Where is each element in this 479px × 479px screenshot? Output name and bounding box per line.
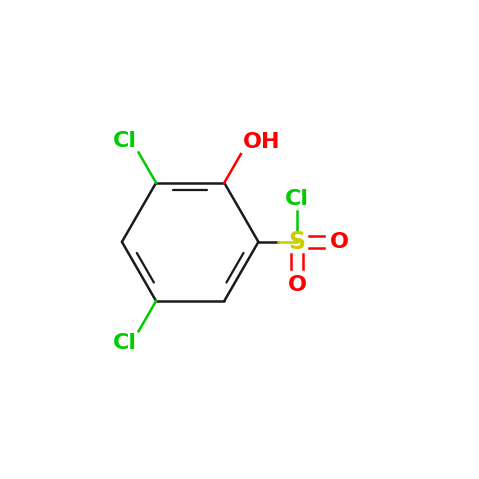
Text: Cl: Cl — [285, 189, 309, 209]
Text: O: O — [331, 232, 349, 252]
Text: S: S — [288, 230, 306, 254]
Text: O: O — [287, 275, 307, 295]
Text: OH: OH — [243, 132, 280, 152]
Text: Cl: Cl — [113, 131, 137, 150]
Text: Cl: Cl — [113, 333, 137, 353]
